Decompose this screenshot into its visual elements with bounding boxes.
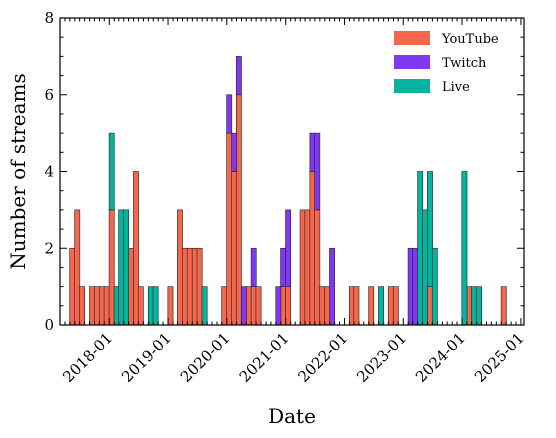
bar-youtube-2021-01 [285, 286, 292, 326]
bar-youtube-2022-10 [387, 286, 394, 326]
bar-twitch-2021-07 [314, 132, 321, 211]
bar-twitch-2020-11 [275, 286, 282, 326]
legend: YouTube Twitch Live [394, 31, 499, 95]
legend-swatch-youtube [394, 31, 430, 45]
bar-youtube-2018-06 [133, 171, 139, 326]
y-tick-label-6: 6 [44, 86, 54, 104]
bar-youtube-2018-07 [137, 286, 144, 326]
bar-youtube-2020-07 [255, 286, 262, 326]
bar-twitch-2021-10 [329, 247, 335, 326]
x-tick-label-2022-01: 2022-01 [295, 329, 352, 386]
bar-youtube-2024-09 [500, 286, 507, 326]
x-tick-label-2025-01: 2025-01 [471, 329, 528, 386]
bar-live-2024-04 [476, 286, 482, 326]
bar-youtube-2018-05 [128, 247, 134, 326]
x-tick-label-2018-01: 2018-01 [59, 329, 116, 386]
bar-youtube-2017-07 [79, 286, 85, 326]
bar-twitch-2020-02 [231, 132, 238, 172]
legend-label-youtube: YouTube [441, 32, 499, 47]
bar-live-2024-03 [471, 286, 477, 326]
bar-youtube-2019-12 [221, 286, 228, 326]
bar-youtube-2017-11 [98, 286, 105, 326]
bar-youtube-2022-03 [353, 286, 360, 326]
bar-youtube-2017-09 [89, 286, 95, 326]
bar-youtube-2020-05 [245, 286, 252, 326]
bar-youtube-2021-07 [314, 209, 321, 326]
bar-youtube-2021-04 [299, 209, 306, 326]
x-axis-label: Date [268, 404, 316, 428]
bar-twitch-2021-01 [285, 209, 292, 287]
bar-youtube-2017-12 [103, 286, 110, 326]
x-tick-label-2019-01: 2019-01 [118, 329, 175, 386]
bar-twitch-2021-06 [309, 132, 316, 172]
bar-youtube-2019-05 [186, 247, 193, 326]
bar-live-2018-10 [152, 286, 159, 326]
bar-youtube-2021-09 [324, 286, 331, 326]
bar-youtube-2022-06 [368, 286, 375, 326]
x-tick-label-2020-01: 2020-01 [177, 329, 234, 386]
bars-layer [69, 56, 507, 326]
bar-live-2018-09 [147, 286, 154, 326]
x-tick-label-2021-01: 2021-01 [236, 329, 293, 386]
y-tick-label-4: 4 [44, 163, 54, 181]
legend-swatch-live [394, 79, 430, 93]
bar-youtube-2019-07 [196, 247, 203, 326]
bar-youtube-2019-03 [177, 209, 183, 326]
bar-live-2023-06 [427, 171, 433, 287]
bar-youtube-2021-06 [309, 171, 316, 326]
bar-youtube-2020-06 [250, 286, 257, 326]
x-axis-ticks: 2018-01 2019-01 2020-01 2021-01 2022-01 2023-… [59, 18, 528, 386]
legend-label-twitch: Twitch [442, 56, 487, 71]
bar-youtube-2021-05 [304, 209, 311, 326]
bar-youtube-2020-03 [235, 94, 242, 326]
bar-live-2022-08 [378, 286, 384, 326]
bar-live-2018-04 [123, 209, 130, 326]
bar-youtube-2017-05 [69, 247, 76, 326]
bar-twitch-2020-06 [250, 247, 257, 287]
bar-live-2018-03 [118, 209, 125, 326]
legend-swatch-twitch [394, 55, 430, 69]
y-axis-label: Number of streams [6, 73, 30, 270]
bar-youtube-2023-06 [427, 286, 433, 326]
bar-live-2024-01 [461, 171, 468, 326]
bar-live-2018-01 [108, 132, 115, 211]
x-tick-label-2024-01: 2024-01 [412, 329, 469, 386]
bar-youtube-2022-11 [392, 286, 399, 326]
bar-youtube-2020-01 [226, 132, 233, 326]
plot-frame [59, 17, 525, 326]
bar-twitch-2020-12 [280, 247, 287, 287]
bar-twitch-2020-01 [226, 94, 233, 134]
bar-youtube-2017-06 [74, 209, 81, 326]
bar-youtube-2019-06 [191, 247, 198, 326]
y-tick-label-0: 0 [44, 316, 54, 334]
bar-youtube-2019-04 [182, 247, 188, 326]
bar-youtube-2019-01 [167, 286, 174, 326]
bar-youtube-2017-10 [93, 286, 100, 326]
bar-twitch-2023-03 [412, 247, 419, 326]
x-tick-label-2023-01: 2023-01 [353, 329, 410, 386]
bar-youtube-2018-01 [108, 209, 115, 326]
bar-live-2023-04 [417, 171, 424, 326]
bar-youtube-2020-12 [280, 286, 287, 326]
legend-label-live: Live [442, 80, 470, 95]
bar-twitch-2020-03 [235, 56, 242, 96]
bar-live-2023-05 [422, 209, 428, 326]
bar-live-2023-07 [431, 247, 438, 326]
bar-live-2019-08 [201, 286, 208, 326]
bar-youtube-2021-08 [319, 286, 326, 326]
bar-twitch-2020-04 [240, 286, 247, 326]
y-tick-label-8: 8 [44, 9, 54, 27]
y-tick-label-2: 2 [44, 239, 54, 257]
